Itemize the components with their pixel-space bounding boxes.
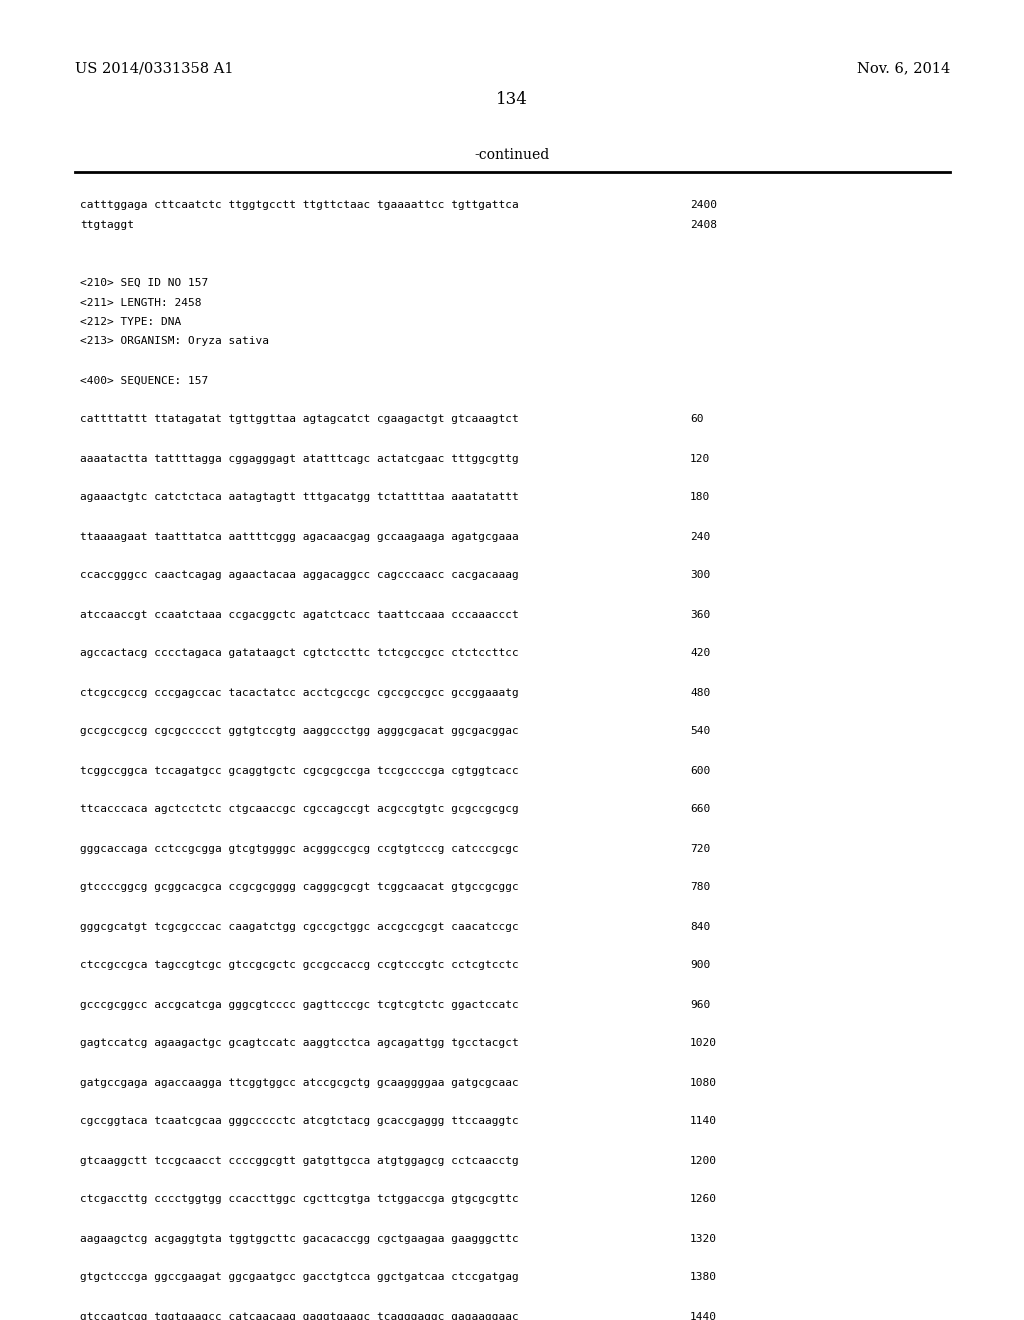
- Text: ttcacccaca agctcctctc ctgcaaccgc cgccagccgt acgccgtgtc gcgccgcgcg: ttcacccaca agctcctctc ctgcaaccgc cgccagc…: [80, 804, 519, 814]
- Text: US 2014/0331358 A1: US 2014/0331358 A1: [75, 61, 233, 75]
- Text: 134: 134: [496, 91, 528, 108]
- Text: 1080: 1080: [690, 1077, 717, 1088]
- Text: 2408: 2408: [690, 219, 717, 230]
- Text: tcggccggca tccagatgcc gcaggtgctc cgcgcgccga tccgccccga cgtggtcacc: tcggccggca tccagatgcc gcaggtgctc cgcgcgc…: [80, 766, 519, 776]
- Text: gccgccgccg cgcgccccct ggtgtccgtg aaggccctgg agggcgacat ggcgacggac: gccgccgccg cgcgccccct ggtgtccgtg aaggccc…: [80, 726, 519, 737]
- Text: gtgctcccga ggccgaagat ggcgaatgcc gacctgtcca ggctgatcaa ctccgatgag: gtgctcccga ggccgaagat ggcgaatgcc gacctgt…: [80, 1272, 519, 1283]
- Text: cattttattt ttatagatat tgttggttaa agtagcatct cgaagactgt gtcaaagtct: cattttattt ttatagatat tgttggttaa agtagca…: [80, 414, 519, 425]
- Text: cgccggtaca tcaatcgcaa gggccccctc atcgtctacg gcaccgaggg ttccaaggtc: cgccggtaca tcaatcgcaa gggccccctc atcgtct…: [80, 1117, 519, 1126]
- Text: 1200: 1200: [690, 1155, 717, 1166]
- Text: 240: 240: [690, 532, 711, 541]
- Text: <212> TYPE: DNA: <212> TYPE: DNA: [80, 317, 181, 327]
- Text: agaaactgtc catctctaca aatagtagtt tttgacatgg tctattttaa aaatatattt: agaaactgtc catctctaca aatagtagtt tttgaca…: [80, 492, 519, 503]
- Text: 1260: 1260: [690, 1195, 717, 1204]
- Text: 540: 540: [690, 726, 711, 737]
- Text: -continued: -continued: [474, 148, 550, 162]
- Text: 60: 60: [690, 414, 703, 425]
- Text: 900: 900: [690, 961, 711, 970]
- Text: 1020: 1020: [690, 1039, 717, 1048]
- Text: ctcgaccttg cccctggtgg ccaccttggc cgcttcgtga tctggaccga gtgcgcgttc: ctcgaccttg cccctggtgg ccaccttggc cgcttcg…: [80, 1195, 519, 1204]
- Text: 1440: 1440: [690, 1312, 717, 1320]
- Text: 660: 660: [690, 804, 711, 814]
- Text: 840: 840: [690, 921, 711, 932]
- Text: ttaaaagaat taatttatca aattttcggg agacaacgag gccaagaaga agatgcgaaa: ttaaaagaat taatttatca aattttcggg agacaac…: [80, 532, 519, 541]
- Text: Nov. 6, 2014: Nov. 6, 2014: [857, 61, 950, 75]
- Text: gtccccggcg gcggcacgca ccgcgcgggg cagggcgcgt tcggcaacat gtgccgcggc: gtccccggcg gcggcacgca ccgcgcgggg cagggcg…: [80, 883, 519, 892]
- Text: gcccgcggcc accgcatcga gggcgtcccc gagttcccgc tcgtcgtctc ggactccatc: gcccgcggcc accgcatcga gggcgtcccc gagttcc…: [80, 999, 519, 1010]
- Text: atccaaccgt ccaatctaaa ccgacggctc agatctcacc taattccaaa cccaaaccct: atccaaccgt ccaatctaaa ccgacggctc agatctc…: [80, 610, 519, 619]
- Text: ttgtaggt: ttgtaggt: [80, 219, 134, 230]
- Text: ccaccgggcc caactcagag agaactacaa aggacaggcc cagcccaacc cacgacaaag: ccaccgggcc caactcagag agaactacaa aggacag…: [80, 570, 519, 581]
- Text: aaaatactta tattttagga cggagggagt atatttcagc actatcgaac tttggcgttg: aaaatactta tattttagga cggagggagt atatttc…: [80, 454, 519, 463]
- Text: <210> SEQ ID NO 157: <210> SEQ ID NO 157: [80, 279, 208, 288]
- Text: 300: 300: [690, 570, 711, 581]
- Text: <400> SEQUENCE: 157: <400> SEQUENCE: 157: [80, 375, 208, 385]
- Text: 960: 960: [690, 999, 711, 1010]
- Text: 600: 600: [690, 766, 711, 776]
- Text: 1320: 1320: [690, 1233, 717, 1243]
- Text: aagaagctcg acgaggtgta tggtggcttc gacacaccgg cgctgaagaa gaagggcttc: aagaagctcg acgaggtgta tggtggcttc gacacac…: [80, 1233, 519, 1243]
- Text: catttggaga cttcaatctc ttggtgcctt ttgttctaac tgaaaattcc tgttgattca: catttggaga cttcaatctc ttggtgcctt ttgttct…: [80, 201, 519, 210]
- Text: 360: 360: [690, 610, 711, 619]
- Text: 2400: 2400: [690, 201, 717, 210]
- Text: gggcaccaga cctccgcgga gtcgtggggc acgggccgcg ccgtgtcccg catcccgcgc: gggcaccaga cctccgcgga gtcgtggggc acgggcc…: [80, 843, 519, 854]
- Text: 120: 120: [690, 454, 711, 463]
- Text: 1140: 1140: [690, 1117, 717, 1126]
- Text: <213> ORGANISM: Oryza sativa: <213> ORGANISM: Oryza sativa: [80, 337, 269, 346]
- Text: gtccagtcgg tggtgaagcc catcaacaag gaggtgaagc tcagggaggc gagaaggaac: gtccagtcgg tggtgaagcc catcaacaag gaggtga…: [80, 1312, 519, 1320]
- Text: gatgccgaga agaccaagga ttcggtggcc atccgcgctg gcaaggggaa gatgcgcaac: gatgccgaga agaccaagga ttcggtggcc atccgcg…: [80, 1077, 519, 1088]
- Text: 480: 480: [690, 688, 711, 697]
- Text: 720: 720: [690, 843, 711, 854]
- Text: agccactacg cccctagaca gatataagct cgtctccttc tctcgccgcc ctctccttcc: agccactacg cccctagaca gatataagct cgtctcc…: [80, 648, 519, 659]
- Text: 180: 180: [690, 492, 711, 503]
- Text: gggcgcatgt tcgcgcccac caagatctgg cgccgctggc accgccgcgt caacatccgc: gggcgcatgt tcgcgcccac caagatctgg cgccgct…: [80, 921, 519, 932]
- Text: gtcaaggctt tccgcaacct ccccggcgtt gatgttgcca atgtggagcg cctcaacctg: gtcaaggctt tccgcaacct ccccggcgtt gatgttg…: [80, 1155, 519, 1166]
- Text: ctccgccgca tagccgtcgc gtccgcgctc gccgccaccg ccgtcccgtc cctcgtcctc: ctccgccgca tagccgtcgc gtccgcgctc gccgcca…: [80, 961, 519, 970]
- Text: 420: 420: [690, 648, 711, 659]
- Text: gagtccatcg agaagactgc gcagtccatc aaggtcctca agcagattgg tgcctacgct: gagtccatcg agaagactgc gcagtccatc aaggtcc…: [80, 1039, 519, 1048]
- Text: 780: 780: [690, 883, 711, 892]
- Text: ctcgccgccg cccgagccac tacactatcc acctcgccgc cgccgccgcc gccggaaatg: ctcgccgccg cccgagccac tacactatcc acctcgc…: [80, 688, 519, 697]
- Text: <211> LENGTH: 2458: <211> LENGTH: 2458: [80, 297, 202, 308]
- Text: 1380: 1380: [690, 1272, 717, 1283]
